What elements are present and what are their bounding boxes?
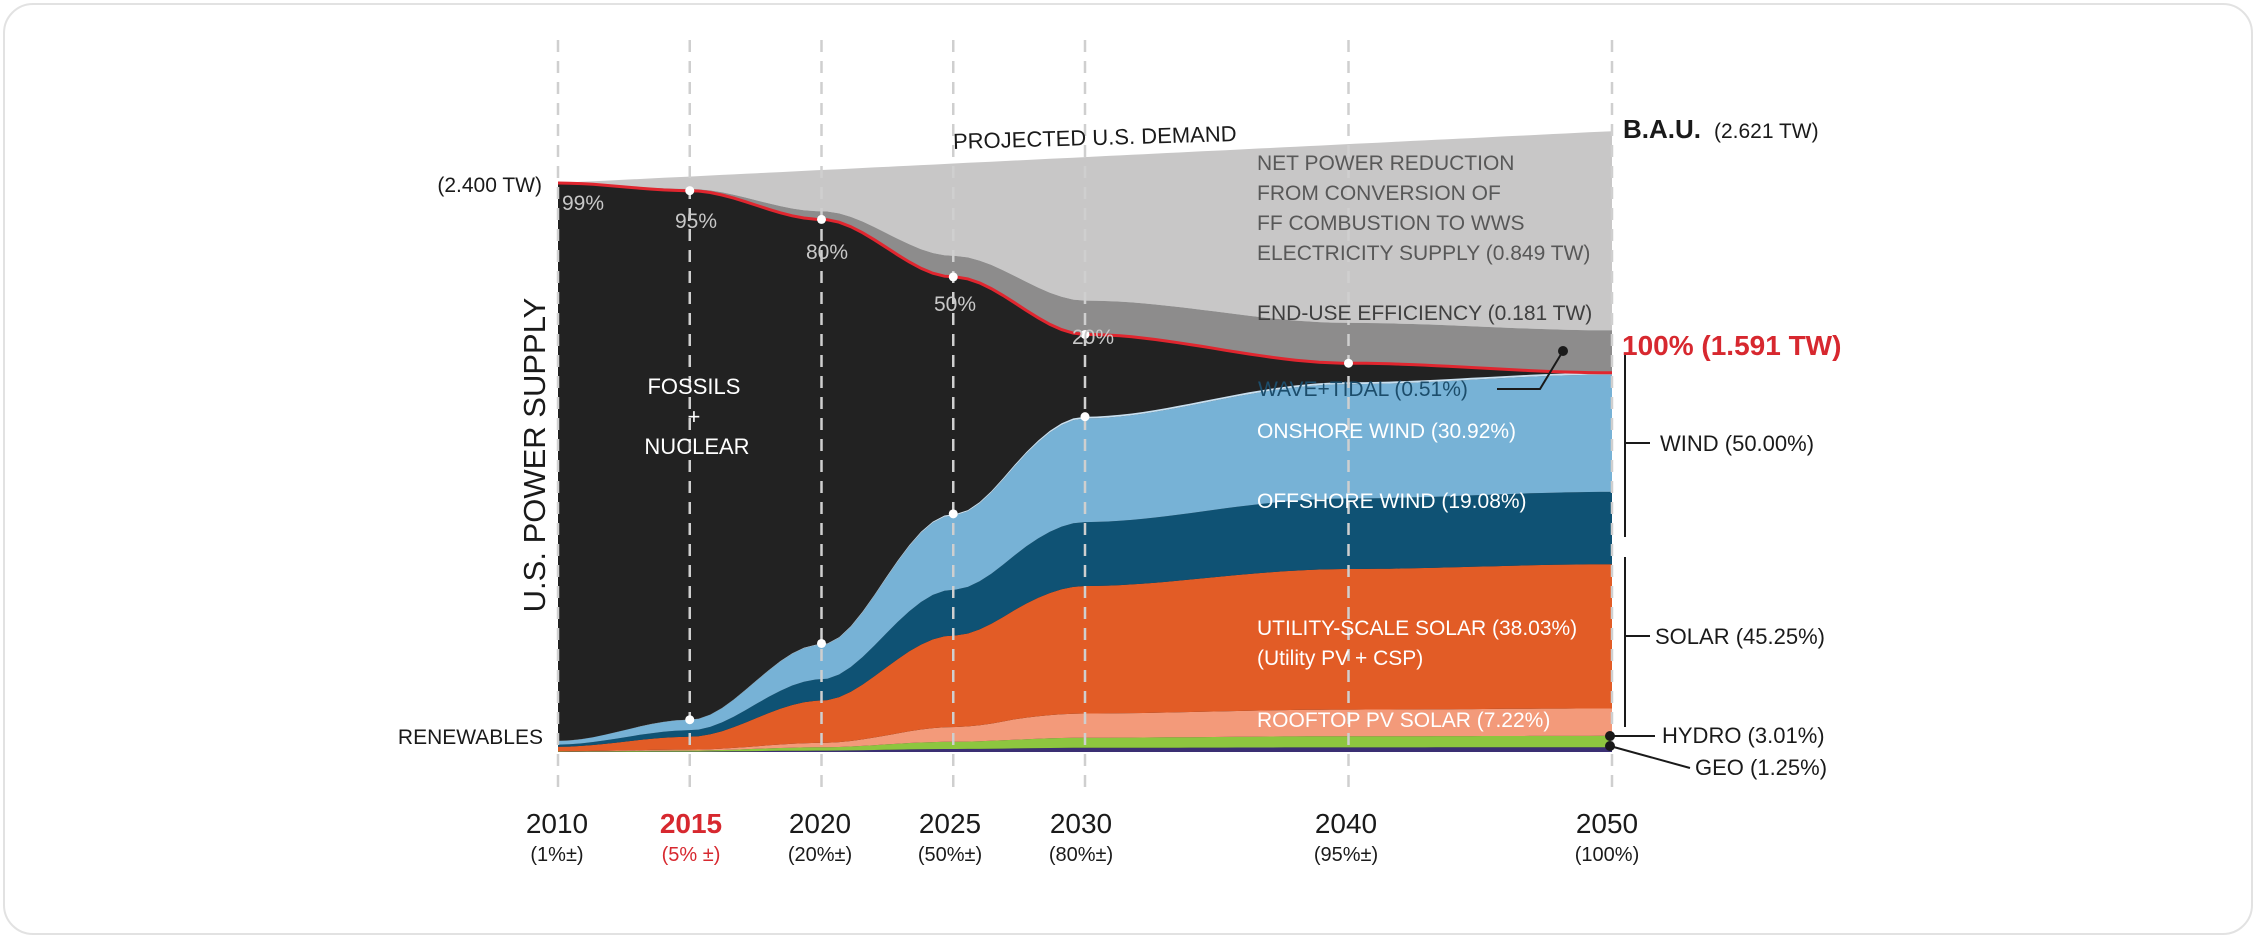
supply-dot-2020 <box>817 214 826 224</box>
net-power-line-4: ELECTRICITY SUPPLY (0.849 TW) <box>1257 242 1590 265</box>
x-sub-2040: (95%±) <box>1314 844 1378 866</box>
x-sub-2025: (50%±) <box>918 844 982 866</box>
bau-value: (2.621 TW) <box>1714 120 1819 143</box>
fossil-label: FOSSILS + NUCLEAR <box>644 374 749 459</box>
wind-bracket <box>1624 355 1650 537</box>
x-tick-2040: 2040 <box>1315 808 1377 839</box>
x-tick-2025: 2025 <box>919 808 981 839</box>
solar-group-label: SOLAR (45.25%) <box>1655 624 1825 649</box>
wind-group-label: WIND (50.00%) <box>1660 431 1814 456</box>
x-sub-2020: (20%±) <box>788 844 852 866</box>
supply-dot-2040 <box>1344 358 1353 368</box>
geo-leader-dot <box>1605 741 1615 751</box>
fossil-share-2030: 20% <box>1072 326 1114 349</box>
supply-dot-2015 <box>685 186 695 196</box>
renewables-dot-2015 <box>685 715 695 725</box>
utility-solar-label: UTILITY-SCALE SOLAR (38.03%) <box>1257 617 1577 640</box>
x-tick-2050: 2050 <box>1576 808 1638 839</box>
net-power-line-3: FF COMBUSTION TO WWS <box>1257 212 1525 235</box>
geo-leader <box>1609 745 1691 769</box>
renewables-dot-2025 <box>948 509 958 519</box>
renewables-dot-2020 <box>817 638 826 648</box>
projected-demand-label: PROJECTED U.S. DEMAND <box>953 121 1237 154</box>
net-power-line-1: NET POWER REDUCTION <box>1257 152 1514 175</box>
x-sub-2010: (1%±) <box>530 844 583 866</box>
utility-solar-sublabel: (Utility PV + CSP) <box>1257 647 1423 670</box>
supply-dot-2030 <box>1080 329 1090 339</box>
x-tick-2030: 2030 <box>1050 808 1112 839</box>
y-axis-title: U.S. POWER SUPPLY <box>517 298 552 613</box>
x-tick-2020: 2020 <box>789 808 851 839</box>
offshore-wind-label: OFFSHORE WIND (19.08%) <box>1257 490 1527 513</box>
rooftop-solar-label: ROOFTOP PV SOLAR (7.22%) <box>1257 709 1550 732</box>
x-tick-2015: 2015 <box>660 808 722 839</box>
x-tick-2010: 2010 <box>526 808 588 839</box>
fossil-line-1: FOSSILS <box>647 374 740 399</box>
renewables-dot-2030 <box>1080 412 1090 422</box>
hydro-label: HYDRO (3.01%) <box>1662 723 1825 748</box>
x-axis: 2010 (1%±) 2015 (5% ±) 2020 (20%±) 2025 … <box>526 808 1639 866</box>
fossil-line-2: + <box>688 404 701 429</box>
geo-label: GEO (1.25%) <box>1695 755 1827 780</box>
hydro-leader-dot <box>1605 731 1615 741</box>
wave-tidal-leader-dot <box>1558 346 1568 356</box>
fossil-share-2020: 80% <box>806 241 848 264</box>
fossil-line-3: NUCLEAR <box>644 434 749 459</box>
wave-tidal-leader <box>1497 350 1564 390</box>
end-use-efficiency-label: END-USE EFFICIENCY (0.181 TW) <box>1257 302 1592 325</box>
fossil-share-2025: 50% <box>934 293 976 316</box>
series-area-geo <box>558 747 1612 752</box>
chart-frame <box>3 3 2253 935</box>
wave-tidal-label: WAVE+TIDAL (0.51%) <box>1258 378 1468 401</box>
solar-bracket <box>1624 557 1650 727</box>
bau-bold: B.A.U. <box>1623 114 1701 144</box>
bau-label: B.A.U. (2.621 TW) <box>1623 114 1819 144</box>
fossil-share-2010: 99% <box>562 192 604 215</box>
onshore-wind-label: ONSHORE WIND (30.92%) <box>1257 420 1516 443</box>
net-power-reduction-label: NET POWER REDUCTION FROM CONVERSION OF F… <box>1257 152 1590 265</box>
net-power-line-2: FROM CONVERSION OF <box>1257 182 1501 205</box>
renewables-label: RENEWABLES <box>398 726 543 749</box>
x-sub-2015: (5% ±) <box>662 844 721 866</box>
total-label: 100% (1.591 TW) <box>1622 330 1841 361</box>
dots-layer <box>685 186 1353 725</box>
supply-dot-2025 <box>948 272 958 282</box>
start-supply-label: (2.400 TW) <box>437 174 542 197</box>
fossil-share-labels: 99% 95% 80% 50% 20% <box>562 192 1114 349</box>
x-sub-2030: (80%±) <box>1049 844 1113 866</box>
x-sub-2050: (100%) <box>1575 844 1639 866</box>
fossil-share-2015: 95% <box>675 210 717 233</box>
end-use-efficiency-area <box>558 183 1612 373</box>
